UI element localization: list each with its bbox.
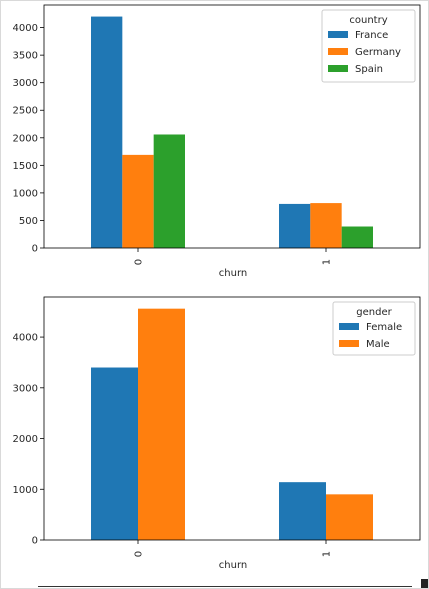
y-tick-label: 1500	[13, 161, 38, 172]
scrollbar-corner[interactable]	[421, 579, 428, 588]
legend-swatch-france	[328, 31, 348, 38]
gender-churn-bar-chart: 0 1000 2000 3000 4000 0 1 churn gender Female Male	[13, 296, 421, 571]
plot-frame	[43, 296, 421, 541]
x-tick-label: 0	[134, 551, 145, 557]
legend-swatch-germany	[328, 48, 348, 55]
y-tick-label: 1000	[13, 485, 38, 496]
bar-germany-churn-1	[310, 203, 342, 248]
bar-spain-churn-0	[153, 134, 185, 248]
legend-entry-male: Male	[366, 339, 390, 350]
bar-france-churn-0	[91, 16, 123, 249]
y-tick-label: 3000	[13, 383, 38, 394]
bar-france-churn-1	[279, 203, 311, 248]
output-divider	[38, 586, 412, 587]
legend-swatch-female	[339, 323, 359, 330]
y-tick-label: 2000	[13, 434, 38, 445]
legend-entry-female: Female	[366, 322, 402, 333]
legend-entry-france: France	[355, 30, 388, 41]
y-tick-label: 3500	[13, 51, 38, 62]
y-tick-label: 2500	[13, 106, 38, 117]
bar-spain-churn-1	[341, 226, 373, 248]
legend: country France Germany Spain	[321, 9, 416, 83]
x-tick-label: 1	[322, 551, 333, 557]
bar-female-churn-1	[279, 482, 326, 540]
y-tick-label: 2000	[13, 133, 38, 144]
legend-swatch-spain	[328, 65, 348, 72]
y-tick-label: 500	[19, 216, 38, 227]
y-tick-label: 0	[32, 244, 38, 255]
legend-entry-germany: Germany	[355, 47, 401, 58]
y-tick-label: 4000	[13, 333, 38, 344]
plot-frame	[43, 4, 421, 249]
x-axis-label: churn	[219, 560, 247, 571]
country-churn-bar-chart: 0 500 1000 1500 2000 2500 3000 3500 4000 0 1 churn c…	[13, 4, 421, 279]
bar-germany-churn-0	[122, 154, 154, 248]
x-axis-label: churn	[219, 268, 247, 279]
bar-female-churn-0	[91, 367, 138, 540]
bar-male-churn-1	[326, 494, 373, 540]
y-tick-label: 1000	[13, 188, 38, 199]
x-tick-label: 0	[134, 259, 145, 265]
legend-title: gender	[356, 307, 392, 318]
y-tick-label: 0	[32, 536, 38, 547]
y-tick-label: 3000	[13, 78, 38, 89]
y-tick-label: 4000	[13, 23, 38, 34]
legend-title: country	[349, 15, 387, 26]
legend-box	[321, 9, 416, 83]
bar-male-churn-0	[138, 308, 185, 540]
legend-swatch-male	[339, 340, 359, 347]
x-tick-label: 1	[322, 259, 333, 265]
legend: gender Female Male	[332, 301, 416, 356]
legend-entry-spain: Spain	[355, 64, 383, 75]
